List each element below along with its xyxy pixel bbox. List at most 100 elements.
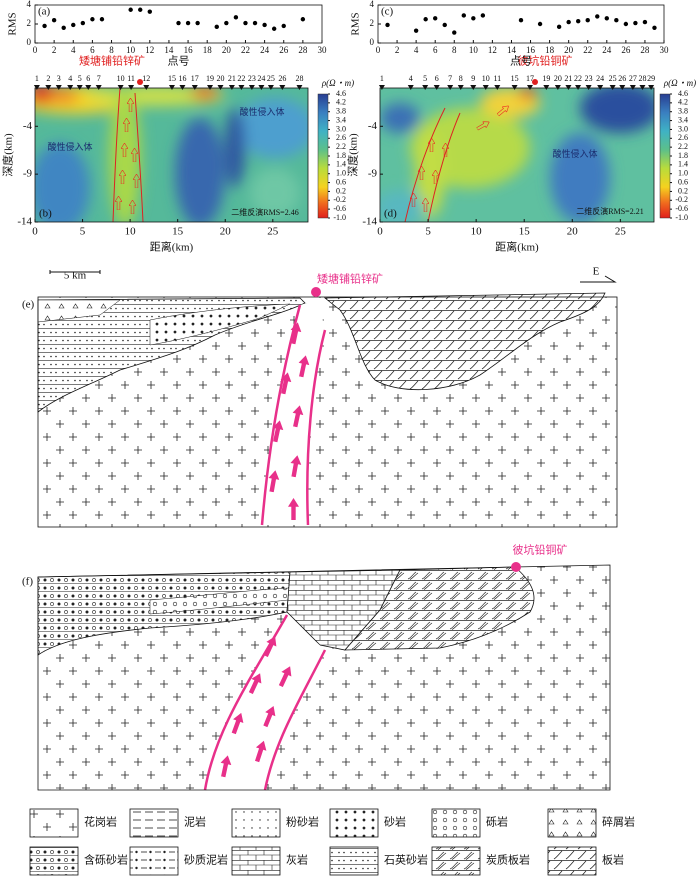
data-point bbox=[423, 17, 428, 22]
station-marker bbox=[619, 85, 626, 90]
legend-swatch bbox=[431, 808, 481, 838]
x-axis-label: 距离(km) bbox=[495, 240, 539, 254]
y-axis-label: RMS bbox=[350, 12, 362, 35]
station-label: 15 bbox=[168, 74, 176, 83]
station-marker bbox=[585, 85, 592, 90]
station-marker bbox=[470, 85, 477, 90]
x-tick-label: 2 bbox=[52, 45, 57, 55]
y-tick-label: -14 bbox=[362, 216, 377, 228]
station-marker bbox=[543, 85, 550, 90]
shape bbox=[37, 297, 306, 413]
data-point bbox=[595, 14, 600, 19]
colorbar-tick-label: 4.2 bbox=[336, 98, 346, 107]
data-point bbox=[576, 18, 581, 24]
station-label: 26 bbox=[618, 74, 626, 83]
station-label: 7 bbox=[97, 74, 101, 83]
legend-label: 石英砂岩 bbox=[384, 853, 428, 867]
colorbar-tick-label: -0.2 bbox=[333, 195, 346, 204]
station-label: 21 bbox=[228, 74, 236, 83]
x-tick-label: 22 bbox=[241, 45, 250, 55]
station-label: 22 bbox=[574, 74, 582, 83]
shape bbox=[37, 564, 611, 791]
y-tick-label: 4 bbox=[370, 0, 375, 9]
station-marker bbox=[85, 85, 92, 90]
colorbar-tick-label: 1.4 bbox=[336, 160, 346, 169]
x-tick-label: 24 bbox=[260, 45, 270, 55]
station-label: 25 bbox=[609, 74, 617, 83]
data-point bbox=[566, 19, 571, 25]
shape bbox=[404, 107, 461, 222]
colorbar-tick-label: 2.2 bbox=[336, 142, 346, 151]
geologic-section bbox=[37, 562, 611, 791]
legend-swatch bbox=[547, 808, 597, 838]
station-label: 23 bbox=[585, 74, 593, 83]
legend-label: 灰岩 bbox=[286, 853, 308, 867]
x-tick-label: 14 bbox=[164, 45, 174, 55]
data-point bbox=[433, 16, 438, 21]
shape bbox=[235, 98, 308, 158]
data-point bbox=[480, 13, 486, 18]
data-point bbox=[271, 26, 277, 31]
mine-label: 彼坑铅铜矿 bbox=[518, 54, 573, 68]
data-point bbox=[233, 15, 239, 20]
x-tick-label: 15 bbox=[519, 226, 531, 238]
colorbar-tick-label: 0.6 bbox=[678, 177, 688, 186]
data-point bbox=[185, 20, 191, 26]
x-tick-label: 22 bbox=[583, 45, 592, 55]
station-marker bbox=[207, 85, 214, 90]
panel-label: (c) bbox=[381, 6, 394, 18]
data-point bbox=[471, 16, 476, 21]
colorbar-tick-label: 4.6 bbox=[336, 89, 346, 98]
x-tick-label: 16 bbox=[526, 45, 536, 55]
station-marker bbox=[629, 85, 636, 90]
station-marker bbox=[179, 85, 186, 90]
geologic-section bbox=[37, 270, 618, 528]
data-point bbox=[243, 20, 248, 26]
colorbar-title: ρ(Ω・m) bbox=[663, 78, 696, 88]
x-tick-label: 0 bbox=[377, 226, 383, 238]
legend-swatch bbox=[29, 846, 79, 876]
legend-label: 砾岩 bbox=[486, 815, 508, 829]
x-tick-label: 12 bbox=[145, 45, 154, 55]
scale-label: 5 km bbox=[64, 270, 87, 282]
colorbar bbox=[317, 93, 329, 219]
data-point bbox=[556, 24, 562, 30]
shape bbox=[112, 88, 144, 222]
data-point bbox=[176, 20, 181, 26]
data-point bbox=[262, 22, 267, 28]
colorbar-tick-label: -1.0 bbox=[675, 213, 688, 222]
shape bbox=[191, 88, 219, 100]
mine-marker bbox=[137, 79, 143, 85]
station-marker bbox=[433, 85, 440, 90]
data-point bbox=[518, 18, 524, 23]
colorbar-tick-label: 2.2 bbox=[678, 142, 688, 151]
colorbar-title: ρ(Ω・m) bbox=[321, 78, 354, 88]
colorbar-tick-label: 0.6 bbox=[336, 177, 346, 186]
annotation: 二维反演RMS=2.21 bbox=[576, 206, 643, 216]
station-marker bbox=[609, 85, 616, 90]
mine-label: 矮塘铺铅锌矿 bbox=[79, 54, 145, 68]
shape bbox=[225, 108, 245, 188]
x-tick-label: 26 bbox=[279, 45, 289, 55]
shape bbox=[48, 88, 78, 104]
colorbar-tick-label: 2.6 bbox=[336, 133, 346, 142]
direction-label: E bbox=[593, 266, 600, 278]
mine-marker bbox=[532, 79, 538, 85]
shape bbox=[205, 615, 325, 790]
station-label: 29 bbox=[647, 74, 655, 83]
x-tick-label: 18 bbox=[203, 45, 213, 55]
x-tick-label: 0 bbox=[33, 45, 38, 55]
x-tick-label: 20 bbox=[220, 226, 232, 238]
shape bbox=[344, 566, 535, 651]
legend-label: 炭质板岩 bbox=[486, 853, 530, 867]
data-point bbox=[214, 24, 219, 30]
colorbar-tick-label: 0.2 bbox=[336, 186, 346, 195]
shape bbox=[380, 88, 654, 222]
station-marker bbox=[554, 85, 561, 90]
data-point bbox=[385, 22, 390, 28]
panel-label: (e) bbox=[22, 299, 35, 311]
colorbar-tick-label: 1.0 bbox=[678, 169, 688, 178]
station-marker bbox=[45, 85, 52, 90]
x-tick-label: 30 bbox=[318, 45, 328, 55]
shape bbox=[35, 143, 90, 222]
